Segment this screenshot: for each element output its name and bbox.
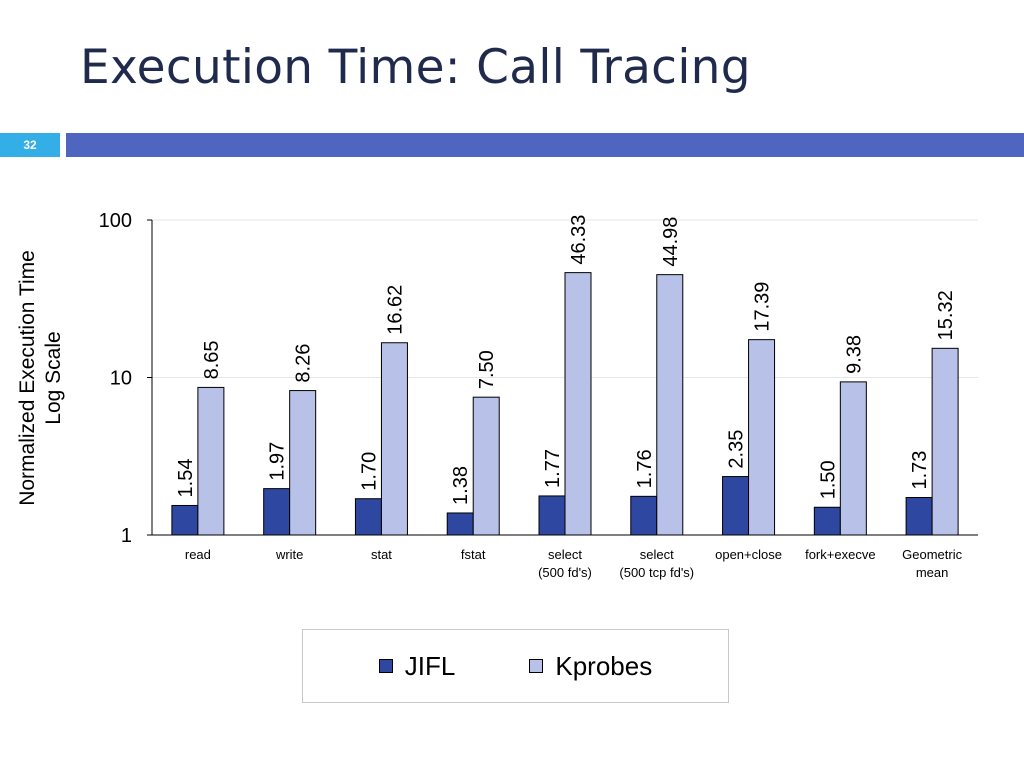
legend-label-jifl: JIFL [404, 650, 456, 681]
data-label: 8.26 [293, 344, 315, 383]
data-label: 1.54 [175, 459, 197, 498]
bar-kprobes [472, 396, 500, 536]
legend-item-jifl: JIFL [378, 650, 456, 682]
bar-jifl [630, 495, 658, 536]
data-label: 46.33 [568, 215, 590, 265]
bar-jifl [538, 495, 566, 536]
data-label: 9.38 [843, 335, 865, 374]
x-tick-label: (500 fd's) [538, 565, 592, 580]
bar-kprobes [656, 274, 684, 536]
x-tick-label: select [640, 547, 674, 562]
legend-label-kprobes: Kprobes [555, 650, 653, 681]
bar-kprobes [564, 272, 592, 536]
x-tick-label: (500 tcp fd's) [619, 565, 694, 580]
bar-jifl [354, 498, 382, 536]
bar-chart: 1 10 100 Normalized Execution Time Log Scale… [16, 210, 978, 580]
x-tick-label: write [275, 547, 303, 562]
bar-jifl [813, 506, 841, 536]
data-label: 2.35 [726, 430, 748, 469]
slide-title: Execution Time: Call Tracing [80, 40, 751, 95]
legend-swatch-kprobes [529, 659, 544, 673]
bar-jifl [905, 497, 933, 536]
title-underline-bar [66, 133, 1024, 157]
x-tick-label: Geometric [902, 547, 962, 562]
bar-kprobes [289, 390, 317, 536]
bar-kprobes [197, 386, 225, 536]
x-tick-label: fork+execve [805, 547, 875, 562]
data-label: 1.76 [634, 449, 656, 488]
x-tick-label: read [185, 547, 211, 562]
bar-jifl [263, 488, 291, 536]
x-tick-label: fstat [461, 547, 486, 562]
x-tick-label: open+close [715, 547, 782, 562]
bar-kprobes [380, 342, 408, 536]
legend-swatch-jifl [378, 659, 393, 673]
x-tick-label: mean [916, 565, 949, 580]
data-label: 7.50 [476, 350, 498, 389]
data-label: 1.70 [358, 452, 380, 491]
data-label: 1.97 [267, 442, 289, 481]
data-label: 16.62 [384, 285, 406, 335]
x-tick-label: select [548, 547, 582, 562]
bar-jifl [446, 512, 474, 536]
y-tick-label: 1 [121, 525, 132, 547]
y-axis-title-line: Log Scale [42, 331, 65, 424]
y-axis-title-line: Normalized Execution Time [16, 250, 39, 506]
bar-kprobes [839, 381, 867, 536]
data-label: 15.32 [935, 290, 957, 340]
y-tick-label: 100 [99, 210, 132, 232]
bar-jifl [722, 476, 750, 536]
data-label: 8.65 [201, 340, 223, 379]
data-label: 1.73 [909, 451, 931, 490]
y-tick-label: 10 [110, 368, 132, 390]
data-label: 17.39 [752, 282, 774, 332]
legend-item-kprobes: Kprobes [529, 651, 652, 682]
data-label: 44.98 [660, 217, 682, 267]
bar-jifl [171, 504, 199, 536]
data-label: 1.38 [450, 466, 472, 505]
bar-kprobes [748, 339, 776, 536]
chart-legend: JIFL Kprobes [302, 629, 729, 703]
data-label: 1.50 [817, 460, 839, 499]
x-tick-label: stat [371, 547, 392, 562]
data-label: 1.77 [542, 449, 564, 488]
bar-kprobes [931, 347, 959, 536]
page-number-badge: 32 [0, 133, 60, 157]
